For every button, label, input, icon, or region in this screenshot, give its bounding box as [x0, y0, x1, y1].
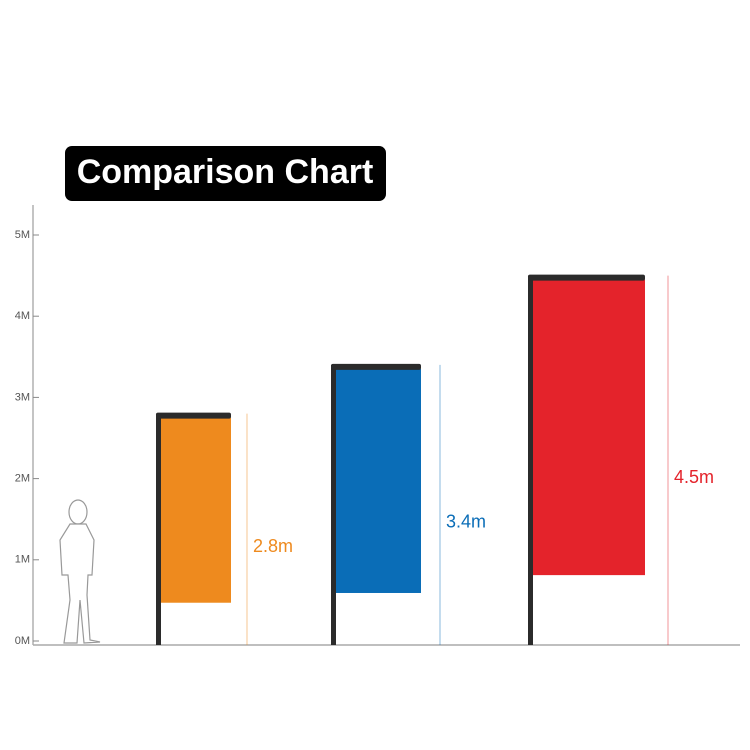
flag-pole [528, 275, 533, 645]
value-label: 2.8m [253, 536, 293, 556]
flag-fabric [533, 279, 645, 576]
value-label: 3.4m [446, 512, 486, 532]
flag: 4.5m [528, 274, 714, 645]
flag-top-bar [528, 274, 645, 281]
y-tick-label: 0M [15, 635, 30, 647]
y-tick-label: 2M [15, 473, 30, 485]
value-label: 4.5m [674, 467, 714, 487]
y-tick-label: 1M [15, 554, 30, 566]
flag: 3.4m [331, 363, 486, 645]
y-tick-label: 5M [15, 229, 30, 241]
flag-top-bar [156, 412, 231, 419]
flag-fabric [336, 368, 421, 593]
chart-title: Comparison Chart [77, 153, 374, 191]
y-tick-label: 4M [15, 310, 30, 322]
flag-top-bar [331, 363, 421, 370]
title-box [65, 146, 386, 201]
flag-pole [331, 364, 336, 645]
person-silhouette [59, 499, 101, 644]
y-tick-label: 3M [15, 391, 30, 403]
flag-pole [156, 413, 161, 645]
flag-fabric [161, 417, 231, 603]
flag: 2.8m [156, 412, 293, 645]
